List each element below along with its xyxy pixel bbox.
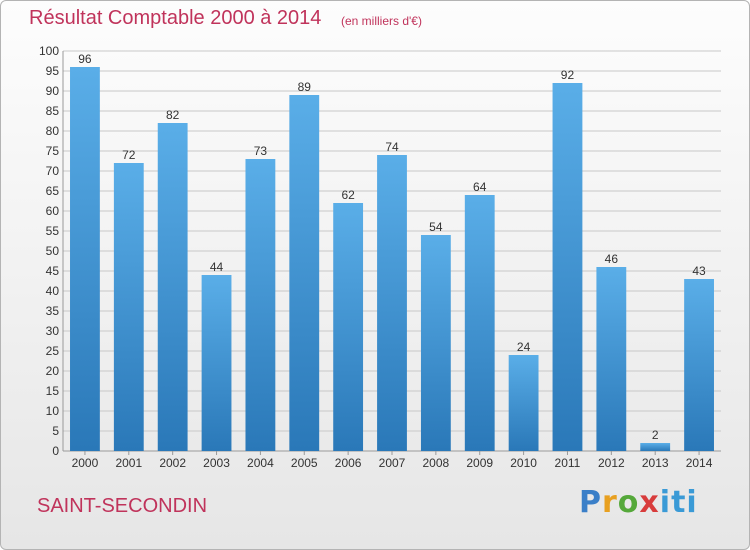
data-label: 82 (166, 108, 180, 122)
y-axis-ticks: 0 5 10 15 20 25 30 35 40 45 50 55 60 65 70 75 80 85 90 95 10… (39, 44, 59, 458)
bar (245, 159, 276, 451)
bar (640, 443, 671, 451)
x-tick-label: 2000 (72, 456, 99, 470)
y-tick-label: 25 (46, 344, 60, 358)
bar (508, 355, 539, 451)
bar (333, 203, 364, 451)
x-tick-label: 2002 (159, 456, 186, 470)
x-tick-label: 2009 (466, 456, 493, 470)
data-label: 44 (210, 260, 224, 274)
y-tick-label: 15 (46, 384, 60, 398)
y-tick-label: 80 (46, 124, 60, 138)
y-tick-label: 35 (46, 304, 60, 318)
x-axis-ticks: 2000 2001 2002 2003 2004 2005 2006 2007 2008 2009… (72, 451, 713, 470)
x-tick-label: 2006 (335, 456, 362, 470)
x-tick-label: 2003 (203, 456, 230, 470)
bar (70, 67, 100, 451)
data-label: 62 (341, 188, 355, 202)
x-tick-label: 2010 (510, 456, 537, 470)
x-tick-label: 2014 (686, 456, 713, 470)
y-tick-label: 85 (46, 104, 60, 118)
y-tick-label: 65 (46, 184, 60, 198)
x-tick-label: 2005 (291, 456, 318, 470)
y-tick-label: 30 (46, 324, 60, 338)
bar (596, 267, 627, 451)
chart-subtitle: (en milliers d'€) (341, 14, 422, 28)
proxiti-logo[interactable]: Proxiti (579, 485, 698, 520)
bar (377, 155, 407, 451)
bar (420, 235, 451, 451)
x-tick-label: 2004 (247, 456, 274, 470)
bars (70, 67, 714, 451)
x-tick-label: 2008 (423, 456, 450, 470)
y-tick-label: 10 (46, 404, 60, 418)
y-tick-label: 5 (52, 424, 59, 438)
y-tick-label: 100 (39, 44, 59, 58)
y-tick-label: 55 (46, 224, 60, 238)
y-tick-label: 45 (46, 264, 60, 278)
data-label: 54 (429, 220, 443, 234)
y-tick-label: 0 (52, 444, 59, 458)
bar (684, 279, 714, 451)
y-tick-label: 75 (46, 144, 60, 158)
x-tick-label: 2012 (598, 456, 625, 470)
bar (201, 275, 232, 451)
y-tick-label: 90 (46, 84, 60, 98)
place-name: SAINT-SECONDIN (37, 495, 208, 517)
data-label: 72 (122, 148, 136, 162)
y-tick-label: 50 (46, 244, 60, 258)
data-label: 2 (652, 428, 659, 442)
x-tick-label: 2001 (115, 456, 142, 470)
y-tick-label: 95 (46, 64, 60, 78)
y-tick-label: 60 (46, 204, 60, 218)
data-label: 73 (254, 144, 268, 158)
data-label: 46 (605, 252, 619, 266)
y-tick-label: 40 (46, 284, 60, 298)
x-tick-label: 2013 (642, 456, 669, 470)
bar (552, 83, 583, 451)
chart-title: Résultat Comptable 2000 à 2014 (29, 7, 322, 29)
data-label: 43 (692, 264, 706, 278)
bar (157, 123, 188, 451)
bar (464, 195, 495, 451)
y-tick-label: 20 (46, 364, 60, 378)
data-label: 74 (385, 140, 399, 154)
bar (113, 163, 144, 451)
x-tick-label: 2007 (379, 456, 406, 470)
y-tick-label: 70 (46, 164, 60, 178)
data-label: 96 (78, 52, 92, 66)
data-labels: 96 72 82 44 73 89 62 74 54 64 24 92 46 2 43 (78, 52, 706, 442)
data-label: 24 (517, 340, 531, 354)
bar (289, 95, 320, 451)
x-tick-label: 2011 (555, 456, 581, 470)
data-label: 89 (298, 80, 312, 94)
data-label: 64 (473, 180, 487, 194)
data-label: 92 (561, 68, 575, 82)
